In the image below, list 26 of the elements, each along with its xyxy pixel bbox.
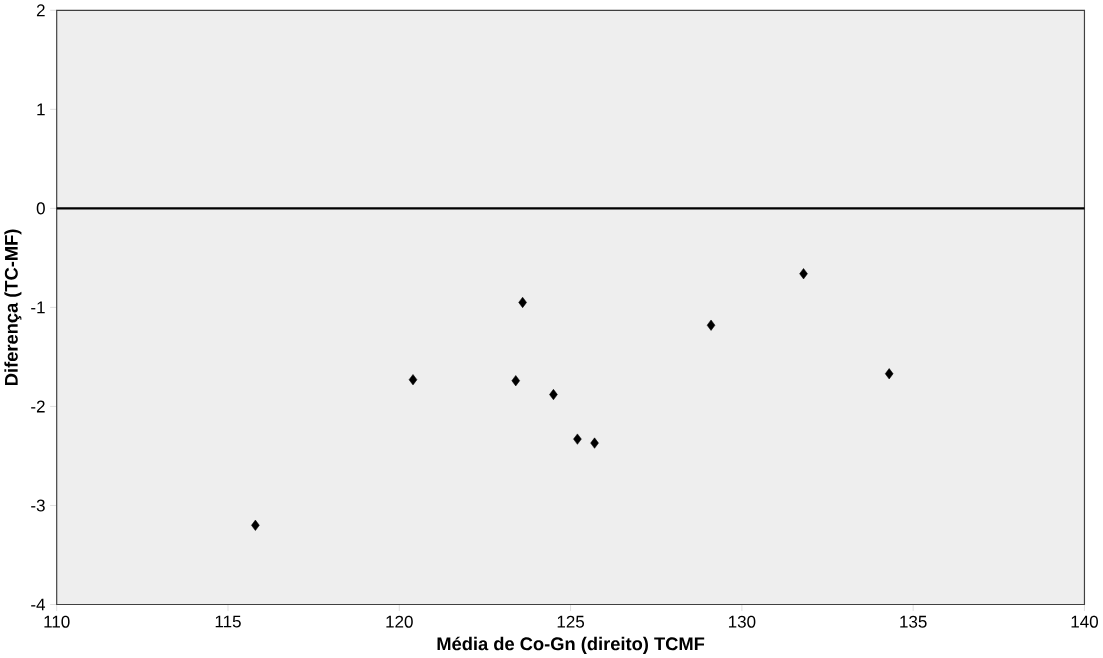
y-tick-label: 2 xyxy=(36,4,45,17)
x-tick-label: 110 xyxy=(44,615,70,628)
point xyxy=(885,368,894,380)
y-tick-label: -4 xyxy=(31,598,46,611)
x-tick-label: 140 xyxy=(1071,615,1098,628)
x-tick-label: 125 xyxy=(557,615,585,628)
y-tick-label: -2 xyxy=(31,400,45,413)
point xyxy=(799,268,808,280)
point xyxy=(573,433,582,445)
y-tick-label: 0 xyxy=(36,202,45,215)
y-axis-title: Diferença (TC-MF) xyxy=(4,229,22,385)
point xyxy=(590,437,599,449)
point xyxy=(408,374,418,386)
x-tick-label: 135 xyxy=(900,615,927,628)
x-tick-label: 120 xyxy=(386,615,413,628)
point xyxy=(706,319,716,331)
x-tick-label: 130 xyxy=(728,615,756,628)
x-tick-label: 115 xyxy=(215,615,241,628)
point xyxy=(518,296,527,308)
y-tick-label: -3 xyxy=(31,499,45,512)
x-axis-title: Média de Co-Gn (direito) TCMF xyxy=(437,636,705,654)
point xyxy=(549,388,558,400)
y-tick-label: -1 xyxy=(31,301,45,314)
point xyxy=(251,519,260,531)
point xyxy=(511,375,520,387)
y-tick-label: 1 xyxy=(37,103,45,116)
